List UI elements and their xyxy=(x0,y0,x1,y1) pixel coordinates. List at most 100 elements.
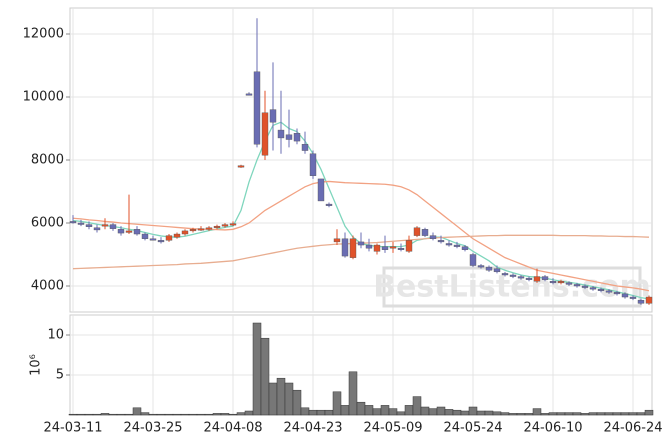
candle-body xyxy=(413,227,421,236)
volume-bar xyxy=(212,413,222,416)
volume-bar xyxy=(572,412,582,416)
x-tick-label: 24-06-24 xyxy=(603,421,662,436)
candle-body xyxy=(381,246,389,250)
candle-body xyxy=(525,277,533,280)
volume-bar xyxy=(276,377,286,416)
volume-bar xyxy=(628,412,638,416)
volume-bar xyxy=(140,412,150,416)
volume-bar xyxy=(620,412,630,416)
volume-bar xyxy=(292,389,302,416)
volume-bar xyxy=(148,413,158,416)
candle-body xyxy=(645,296,653,304)
x-tick-label: 24-04-08 xyxy=(203,421,262,436)
candle-body xyxy=(173,233,181,238)
candle-body xyxy=(493,268,501,273)
y-tick-label: 4000 xyxy=(31,279,64,294)
volume-bar xyxy=(260,337,270,416)
candle-body xyxy=(285,134,293,140)
candle-body xyxy=(189,229,197,232)
y-tick-label: 5 xyxy=(56,368,64,383)
volume-bar xyxy=(284,382,294,416)
y-tick-label: 10000 xyxy=(23,89,64,104)
x-tick-label: 24-03-11 xyxy=(43,421,102,436)
volume-bar xyxy=(388,408,398,416)
volume-bar xyxy=(532,408,542,416)
candle-body xyxy=(429,235,437,239)
candle-body xyxy=(365,244,373,249)
candle-body xyxy=(373,244,381,252)
volume-bar xyxy=(92,413,102,416)
volume-bar xyxy=(452,409,462,416)
volume-bar xyxy=(84,413,94,416)
candle-body xyxy=(565,282,573,285)
y-tick-label: 12000 xyxy=(23,26,64,41)
volume-bar xyxy=(492,411,502,416)
candle-body xyxy=(77,222,85,225)
x-tick-label: 24-05-09 xyxy=(363,421,422,436)
volume-bar xyxy=(404,405,414,416)
candle-body xyxy=(613,292,621,295)
volume-bar xyxy=(644,409,654,416)
candle-body xyxy=(125,230,133,233)
candle-body xyxy=(101,224,109,227)
candle-body xyxy=(261,112,269,156)
volume-bar xyxy=(196,413,206,416)
watermark-box xyxy=(382,266,642,308)
volume-bar xyxy=(460,410,470,416)
candle-body xyxy=(533,276,541,282)
volume-bar xyxy=(380,405,390,416)
volume-bar xyxy=(332,391,342,416)
candle-body xyxy=(245,93,253,96)
candle-body xyxy=(589,287,597,290)
volume-frame xyxy=(69,314,653,416)
candle-body xyxy=(477,265,485,268)
volume-bar xyxy=(612,412,622,416)
volume-bar xyxy=(564,412,574,416)
volume-bar xyxy=(124,413,134,416)
candle-body xyxy=(389,246,397,249)
volume-bar xyxy=(164,413,174,416)
volume-bar xyxy=(428,408,438,416)
volume-bar xyxy=(364,405,374,416)
candle-body xyxy=(221,224,229,227)
candle-body xyxy=(349,238,357,258)
x-tick-label: 24-03-25 xyxy=(123,421,182,436)
candle-body xyxy=(605,290,613,293)
candle-body xyxy=(301,144,309,151)
volume-bar xyxy=(604,412,614,416)
candle-body xyxy=(517,276,525,279)
candle-body xyxy=(181,230,189,235)
candle-body xyxy=(397,248,405,250)
candle-body xyxy=(205,227,213,230)
candle-body xyxy=(237,165,245,168)
candle-body xyxy=(581,285,589,288)
candle-body xyxy=(269,109,277,123)
candle-body xyxy=(325,203,333,206)
volume-bar xyxy=(396,411,406,416)
candle-body xyxy=(453,244,461,247)
volume-bar xyxy=(500,412,510,416)
candle-body xyxy=(157,240,165,243)
volume-bar xyxy=(268,382,278,416)
candle-body xyxy=(133,229,141,235)
candle-body xyxy=(485,266,493,271)
volume-bar xyxy=(516,413,526,416)
moving-average-line xyxy=(72,180,650,292)
volume-bar xyxy=(356,401,366,416)
candle-body xyxy=(541,276,549,280)
volume-bar xyxy=(372,408,382,416)
x-tick-label: 24-06-10 xyxy=(523,421,582,436)
volume-bar xyxy=(596,412,606,416)
candle-body xyxy=(573,284,581,287)
volume-bar xyxy=(132,407,142,416)
volume-bar xyxy=(324,409,334,416)
candle-body xyxy=(341,238,349,257)
volume-bar xyxy=(252,322,262,416)
volume-bar xyxy=(76,413,86,416)
candle-body xyxy=(109,224,117,229)
candle-body xyxy=(597,288,605,291)
candle-body xyxy=(629,296,637,299)
candle-body xyxy=(93,227,101,231)
volume-bar xyxy=(556,412,566,416)
